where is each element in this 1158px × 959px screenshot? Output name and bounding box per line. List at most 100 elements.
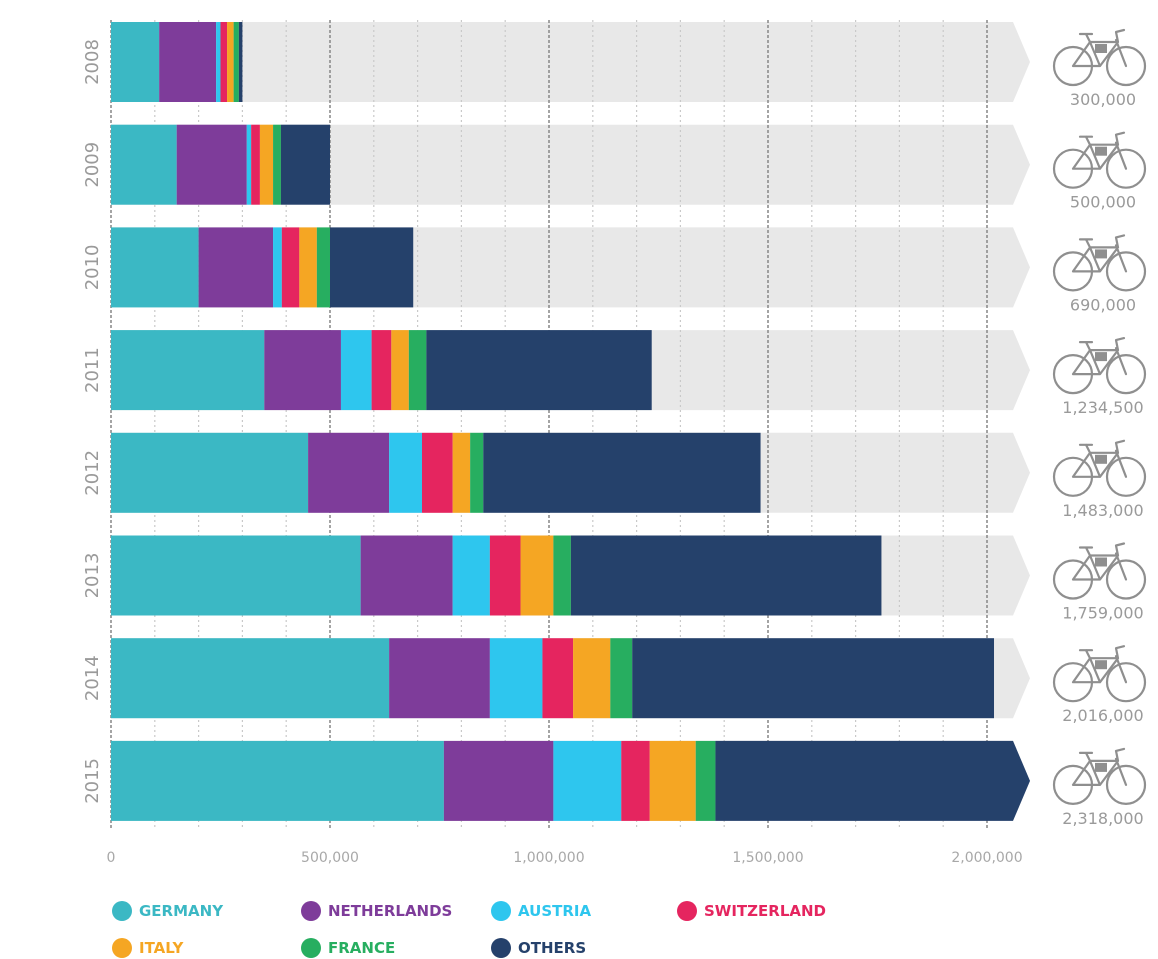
bar-segment-others-2009 — [280, 124, 330, 205]
bicycle-frame — [1071, 542, 1128, 581]
bar-segment-others-2013 — [570, 535, 882, 616]
bar-segment-austria-2014 — [489, 638, 543, 719]
bar-segment-austria-2009 — [246, 124, 252, 205]
legend-swatch-switzerland — [677, 901, 697, 921]
bicycle-front-wheel — [1105, 764, 1147, 806]
total-label-2015: 2,318,000 — [1062, 809, 1143, 828]
legend-swatch-italy — [112, 938, 132, 958]
bar-segment-germany-2015 — [111, 740, 444, 821]
year-label-2009: 2009 — [82, 142, 103, 188]
bar-segment-austria-2011 — [340, 330, 372, 411]
total-label-2014: 2,016,000 — [1062, 706, 1143, 725]
bar-segment-italy-2013 — [520, 535, 554, 616]
bar-segment-italy-2012 — [452, 432, 471, 513]
bar-segment-italy-2008 — [227, 22, 234, 102]
year-label-2010: 2010 — [82, 244, 103, 290]
legend-label-germany: GERMANY — [139, 902, 224, 920]
bar-segment-italy-2015 — [649, 740, 696, 821]
bicycle-frame — [1071, 28, 1128, 68]
bicycle-frame — [1071, 645, 1128, 684]
bar-segment-germany-2008 — [111, 22, 160, 102]
bicycle-icon — [1052, 439, 1147, 497]
legend: GERMANY NETHERLANDS AUSTRIA SWITZERLAND ITAL… — [112, 901, 826, 958]
legend-label-italy: ITALY — [139, 939, 184, 957]
bicycle-icon — [1052, 337, 1147, 395]
bar-segment-austria-2013 — [452, 535, 490, 616]
legend-label-austria: AUSTRIA — [518, 902, 591, 920]
bar-segment-netherlands-2008 — [159, 22, 217, 102]
bar-segment-switzerland-2015 — [621, 740, 650, 821]
bicycle-battery — [1095, 249, 1107, 259]
bar-segment-austria-2015 — [553, 740, 622, 821]
bar-segment-switzerland-2010 — [281, 227, 300, 308]
bicycle-icon — [1052, 747, 1147, 806]
total-label-2008: 300,000 — [1070, 90, 1136, 109]
bar-segment-france-2013 — [553, 535, 571, 616]
bar-segment-germany-2012 — [111, 432, 309, 513]
bar-segment-austria-2012 — [389, 432, 422, 513]
year-label-2015: 2015 — [82, 758, 103, 804]
x-tick-label: 1,000,000 — [513, 850, 584, 866]
bicycle-battery — [1095, 44, 1107, 53]
year-labels: 2008 2009 2010 2011 2012 2013 2014 2015 — [82, 39, 103, 804]
bar-segment-france-2012 — [470, 432, 484, 513]
bar-segment-netherlands-2014 — [389, 638, 490, 719]
bicycle-frame — [1071, 131, 1128, 170]
bar-segment-netherlands-2012 — [308, 432, 390, 513]
bar-segment-netherlands-2013 — [360, 535, 453, 616]
bar-segment-others-2010 — [330, 227, 414, 308]
legend-swatch-others — [491, 938, 511, 958]
bars — [111, 22, 1030, 821]
bar-segment-italy-2011 — [391, 330, 409, 411]
bicycle-front-wheel — [1105, 45, 1147, 87]
bar-segment-switzerland-2013 — [489, 535, 521, 616]
x-axis: 0 500,000 1,000,000 1,500,000 2,000,000 — [107, 850, 1023, 866]
bar-segment-france-2008 — [233, 22, 239, 102]
legend-label-others: OTHERS — [518, 939, 586, 957]
bar-segment-switzerland-2012 — [421, 432, 453, 513]
bicycle-frame — [1071, 439, 1128, 478]
bicycle-frame — [1071, 234, 1128, 273]
bicycle-icon — [1052, 28, 1147, 87]
x-tick-label: 0 — [107, 850, 116, 866]
bar-segment-netherlands-2010 — [198, 227, 274, 308]
bar-segment-italy-2009 — [259, 124, 274, 205]
bicycle-icon — [1052, 131, 1147, 189]
bar-segment-germany-2014 — [111, 638, 390, 719]
total-labels: 300,000 500,000 690,000 1,234,500 1,483,000 1… — [1052, 28, 1147, 828]
total-label-2011: 1,234,500 — [1062, 398, 1143, 417]
bar-segment-austria-2008 — [216, 22, 221, 102]
x-tick-label: 2,000,000 — [951, 850, 1022, 866]
bar-segment-france-2009 — [273, 124, 281, 205]
bar-segment-netherlands-2009 — [176, 124, 247, 205]
x-tick-label: 1,500,000 — [732, 850, 803, 866]
legend-label-netherlands: NETHERLANDS — [328, 902, 452, 920]
year-label-2014: 2014 — [82, 655, 103, 701]
bar-segment-others-2011 — [426, 330, 652, 411]
legend-swatch-germany — [112, 901, 132, 921]
bar-segment-germany-2010 — [111, 227, 199, 308]
legend-swatch-netherlands — [301, 901, 321, 921]
bar-segment-others-2014 — [632, 638, 995, 719]
x-tick-label: 500,000 — [301, 850, 359, 866]
bicycle-front-wheel — [1105, 662, 1147, 703]
legend-swatch-france — [301, 938, 321, 958]
bicycle-front-wheel — [1105, 559, 1147, 600]
bicycle-icon — [1052, 234, 1147, 292]
background-arrow-2009 — [111, 124, 1030, 205]
legend-label-switzerland: SWITZERLAND — [704, 902, 826, 920]
bar-segment-germany-2009 — [111, 124, 177, 205]
legend-label-france: FRANCE — [328, 939, 395, 957]
background-arrow-2008 — [111, 22, 1030, 102]
total-label-2012: 1,483,000 — [1062, 501, 1143, 520]
bar-segment-italy-2010 — [299, 227, 317, 308]
bar-segment-switzerland-2009 — [251, 124, 260, 205]
year-label-2013: 2013 — [82, 553, 103, 599]
year-label-2011: 2011 — [82, 347, 103, 393]
total-label-2009: 500,000 — [1070, 193, 1136, 212]
bicycle-icon — [1052, 542, 1147, 600]
bicycle-battery — [1095, 660, 1107, 670]
bicycle-front-wheel — [1105, 148, 1147, 189]
bar-segment-france-2011 — [408, 330, 427, 411]
